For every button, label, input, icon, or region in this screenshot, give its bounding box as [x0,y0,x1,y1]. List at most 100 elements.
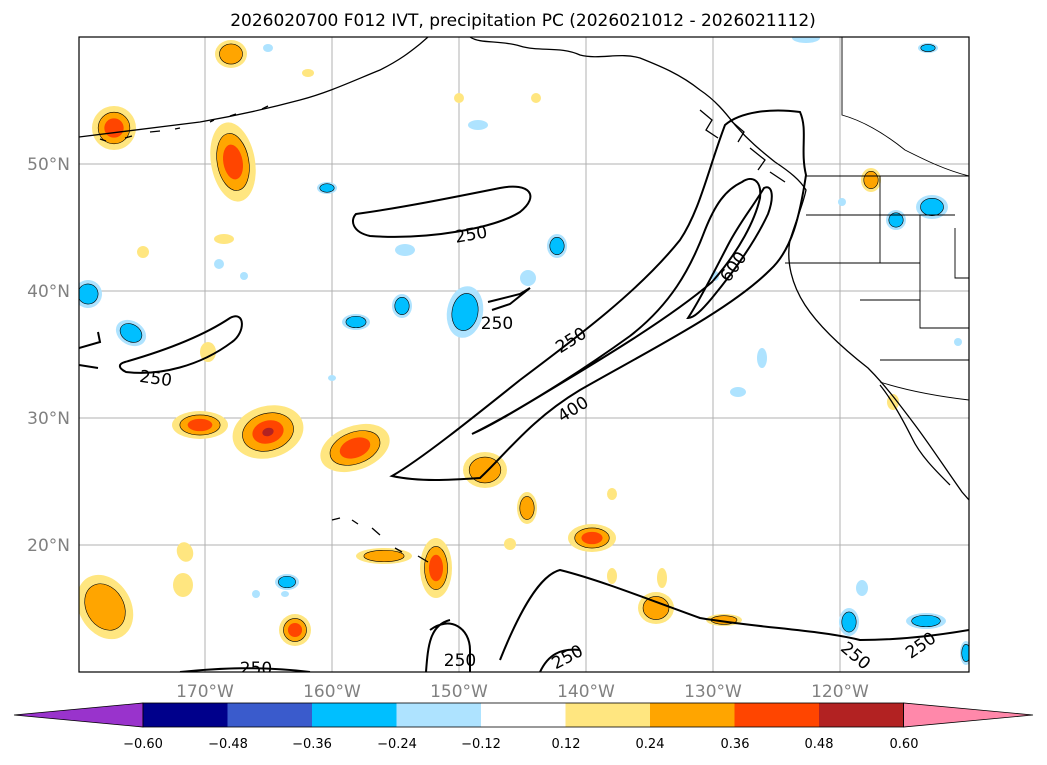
colorbar-tick-label: −0.24 [377,737,417,752]
ivt-250-contour-atmospheric-river [389,109,808,481]
political-borders [785,37,969,401]
lon-tick-label: 140°W [557,682,615,702]
colorbar [13,702,1034,728]
negative-pc-region [886,210,906,230]
latitude-labels: 20°N 30°N 40°N 50°N [27,155,70,556]
ivt-600-contour [686,186,773,320]
positive-pc-region [356,548,412,564]
ivt-250-contour-westpacific [79,315,243,374]
colorbar-segment [819,703,904,727]
ivt-label: 250 [240,659,272,679]
positive-pc-region [568,524,616,552]
negative-pc-region [252,590,260,598]
positive-pc-region [517,492,537,524]
negative-pc-region [792,37,820,43]
colorbar-segment [143,703,228,727]
negative-pc-region [214,259,224,269]
negative-pc-region [281,591,289,597]
longitude-labels: 170°W 160°W 150°W 140°W 130°W 120°W [176,682,869,702]
lon-tick-label: 150°W [430,682,488,702]
negative-pc-region [240,272,248,280]
colorbar-tick-label: −0.12 [461,737,501,752]
negative-pc-region [960,641,969,665]
lon-tick-label: 160°W [303,682,361,702]
colorbar-tick-label: 0.48 [805,737,834,752]
negative-pc-region [838,198,846,206]
negative-pc-region [757,348,767,368]
lon-tick-label: 120°W [811,682,869,702]
negative-pc-region [520,270,536,286]
lat-tick-label: 50°N [27,155,70,175]
colorbar-tick-label: −0.48 [208,737,248,752]
negative-pc-region [916,195,948,219]
colorbar-tick-label: 0.36 [721,737,750,752]
colorbar-tick-label: −0.36 [292,737,332,752]
positive-pc-region [79,574,134,640]
gulf-of-california [879,384,951,486]
colorbar-segment [227,703,313,727]
positive-pc-region [137,246,149,258]
ivt-400-contour [471,178,762,435]
positive-pc-region [454,93,464,103]
negative-pc-region [317,182,337,194]
positive-pc-region [302,69,314,77]
negative-pc-region [547,234,567,258]
ivt-label: 250 [138,367,173,391]
positive-pc-region [420,538,452,598]
negative-pc-region [730,387,746,397]
lat-tick-label: 40°N [27,282,70,302]
hawaii-islands [331,517,429,563]
colorbar-segment [312,703,397,727]
lat-tick-label: 30°N [27,409,70,429]
map-panel: 250 250 250 250 400 600 250 250 250 250 … [78,36,970,679]
colorbar-tick-labels: −0.60 −0.48 −0.36 −0.24 −0.12 0.12 0.24 … [123,737,918,752]
positive-pc-region [176,542,194,562]
positive-pc-region [214,234,234,244]
negative-pc-region [468,120,488,130]
colorbar-segment [650,703,735,727]
positive-pc-region [504,538,516,550]
negative-pc-region [918,43,938,53]
positive-pc-region [607,568,617,584]
colorbar-over-extension [903,702,1034,728]
state-borders [785,176,969,361]
positive-pc-region [638,592,674,624]
negative-pc-region [395,244,415,256]
negative-pc-region [839,608,859,636]
positive-pc-region [531,93,541,103]
colorbar-tick-label: 0.60 [890,737,919,752]
colorbar-segment [481,703,566,727]
ivt-label: 250 [444,651,476,671]
positive-pc-region [657,568,667,588]
positive-pc-region [861,168,881,192]
map-frame [78,36,970,673]
ivt-250-contour-central [487,287,531,311]
negative-pc-region [79,280,102,308]
positive-pc-region [320,423,390,473]
alaska-border [841,37,969,177]
negative-pc-region [328,375,336,381]
lon-tick-label: 130°W [684,682,742,702]
positive-pc-region [173,573,193,597]
coastlines [79,37,969,563]
map-title: 2026020700 F012 IVT, precipitation PC (2… [230,11,816,31]
negative-pc-region [275,574,299,590]
ivt-250-contour-northpacific [352,185,532,238]
positive-pc-region [215,40,247,68]
negative-pc-region [263,44,273,52]
negative-pc-region [392,294,412,318]
colorbar-tick-label: 0.12 [552,737,581,752]
canadian-archipelago [699,109,786,183]
colorbar-segment [565,703,651,727]
us-mexico-border [879,381,969,401]
colorbar-outline [142,702,904,728]
aleutian-islands [99,105,269,142]
negative-pc-region [954,338,962,346]
positive-pc-region [607,488,617,500]
colorbar-segment [396,703,482,727]
ivt-contours [79,109,969,672]
negative-pc-region [856,580,868,596]
colorbar-segment [734,703,820,727]
graticule [79,37,969,672]
